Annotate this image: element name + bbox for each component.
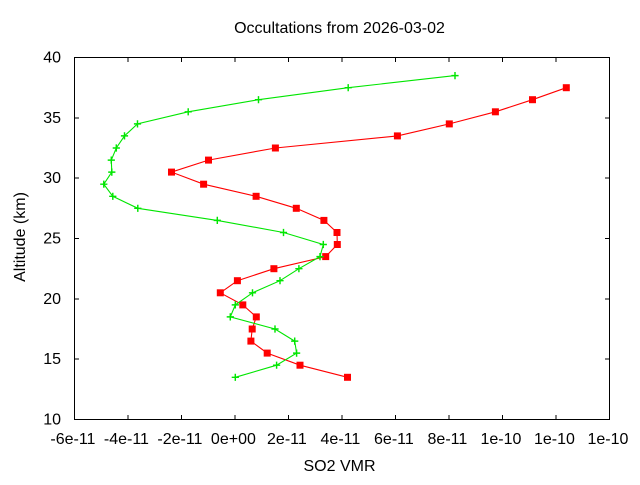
svg-text:1e-10: 1e-10 (587, 431, 628, 448)
svg-text:20: 20 (43, 291, 61, 308)
svg-text:25: 25 (43, 231, 61, 248)
svg-text:35: 35 (43, 110, 61, 127)
svg-text:2e-11: 2e-11 (267, 431, 307, 448)
svg-text:10: 10 (43, 412, 61, 429)
svg-text:SO2 VMR: SO2 VMR (303, 458, 375, 475)
svg-text:15: 15 (43, 351, 61, 368)
svg-text:1e-10: 1e-10 (480, 431, 521, 448)
svg-text:40: 40 (43, 50, 61, 67)
svg-text:4e-11: 4e-11 (321, 431, 361, 448)
svg-text:6e-11: 6e-11 (374, 431, 414, 448)
svg-text:8e-11: 8e-11 (428, 431, 468, 448)
svg-text:30: 30 (43, 170, 61, 187)
svg-text:1e-10: 1e-10 (534, 431, 575, 448)
svg-text:-4e-11: -4e-11 (104, 431, 149, 448)
svg-text:-2e-11: -2e-11 (157, 431, 202, 448)
svg-text:Altitude (km): Altitude (km) (12, 192, 29, 282)
svg-text:-6e-11: -6e-11 (50, 431, 95, 448)
svg-text:Occultations from 2026-03-02: Occultations from 2026-03-02 (234, 20, 445, 37)
svg-text:0e+00: 0e+00 (211, 431, 256, 448)
